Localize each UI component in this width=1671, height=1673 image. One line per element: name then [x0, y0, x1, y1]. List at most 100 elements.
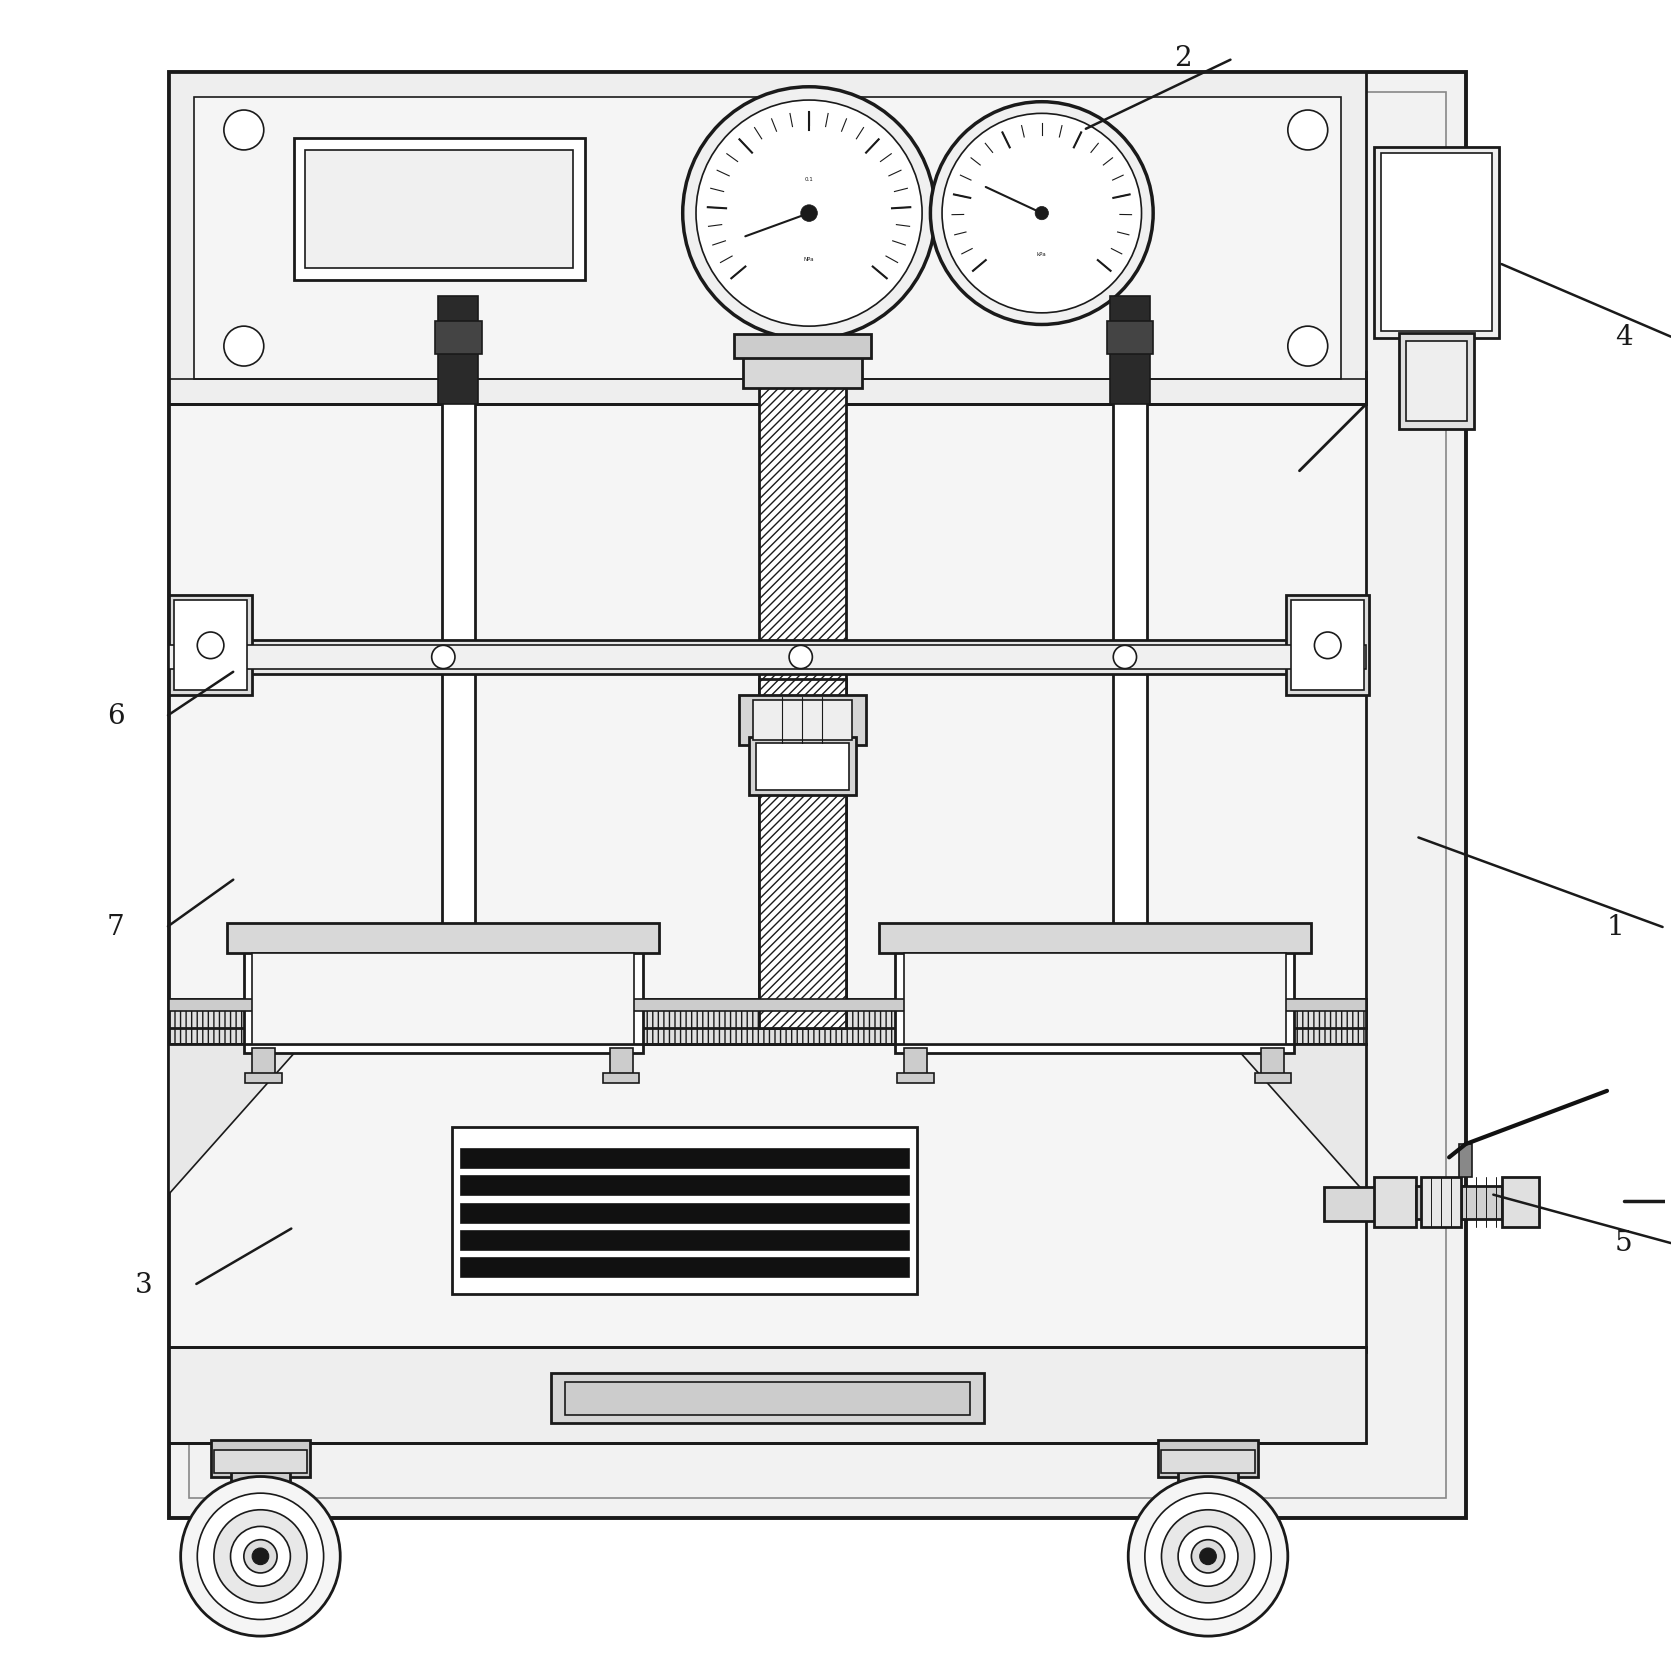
Bar [1178, 1472, 1238, 1512]
Circle shape [1034, 206, 1048, 219]
Bar [551, 1374, 984, 1424]
Text: 0.1: 0.1 [805, 177, 814, 182]
Bar [755, 743, 849, 790]
Bar [1459, 1144, 1472, 1178]
Bar [1460, 1186, 1502, 1220]
Text: 6: 6 [107, 703, 125, 731]
Bar [1093, 932, 1166, 955]
Bar [734, 335, 871, 358]
Circle shape [244, 1539, 277, 1573]
Bar [904, 954, 1287, 1044]
Circle shape [231, 1526, 291, 1586]
Bar [1420, 1178, 1460, 1228]
Bar [169, 641, 1365, 674]
Bar [169, 72, 1465, 1517]
Bar [739, 696, 866, 744]
Bar [565, 1382, 971, 1415]
Circle shape [1145, 1492, 1272, 1619]
Circle shape [931, 102, 1153, 325]
Circle shape [1113, 646, 1136, 669]
Bar [1106, 321, 1153, 355]
Bar [1399, 333, 1474, 430]
Bar [603, 1072, 640, 1082]
Bar [211, 1440, 311, 1477]
Circle shape [697, 100, 922, 326]
Bar [1158, 1440, 1258, 1477]
Bar [451, 1128, 917, 1293]
Bar [1374, 1178, 1415, 1228]
Bar [169, 596, 252, 696]
Bar [1262, 1047, 1285, 1077]
Bar [441, 397, 475, 945]
Circle shape [1288, 326, 1328, 366]
Bar [244, 945, 643, 1052]
Bar [189, 92, 1445, 1497]
Bar [428, 949, 488, 977]
Polygon shape [169, 1044, 302, 1195]
Circle shape [1200, 1548, 1216, 1564]
Bar [399, 974, 516, 1007]
Bar [246, 1072, 282, 1082]
Circle shape [942, 114, 1141, 313]
Bar [1292, 601, 1364, 691]
Bar [1100, 949, 1160, 977]
Bar [897, 1072, 934, 1082]
Bar [1113, 397, 1146, 945]
Bar [749, 736, 856, 795]
Bar [896, 945, 1295, 1052]
Text: kPa: kPa [1038, 253, 1046, 258]
Bar [1380, 154, 1492, 331]
Circle shape [789, 646, 812, 669]
Circle shape [1161, 1509, 1255, 1603]
Bar [879, 923, 1312, 954]
Circle shape [1191, 1539, 1225, 1573]
Bar [460, 1203, 909, 1223]
Bar [169, 405, 1365, 1027]
Text: 7: 7 [107, 915, 125, 942]
Bar [169, 999, 1365, 1044]
Bar [742, 351, 862, 388]
Circle shape [1315, 632, 1342, 659]
Circle shape [683, 87, 936, 340]
Circle shape [800, 204, 817, 221]
Circle shape [214, 1509, 307, 1603]
Bar [1110, 296, 1150, 405]
Bar [252, 954, 635, 1044]
Bar [227, 923, 660, 954]
Bar [231, 1472, 291, 1512]
Bar [759, 679, 846, 1027]
Bar [1255, 1072, 1292, 1082]
Bar [460, 1148, 909, 1168]
Circle shape [180, 1477, 341, 1636]
Bar [174, 601, 247, 691]
Bar [294, 139, 585, 279]
Bar [214, 1450, 307, 1474]
Circle shape [224, 326, 264, 366]
Bar [169, 999, 1365, 1010]
Text: 5: 5 [1614, 1230, 1633, 1258]
Text: 2: 2 [1175, 45, 1191, 72]
Text: NPa: NPa [804, 258, 814, 263]
Circle shape [1288, 110, 1328, 151]
Polygon shape [1233, 1044, 1365, 1195]
Bar [169, 646, 1365, 669]
Text: 3: 3 [135, 1271, 152, 1298]
Bar [169, 1044, 1365, 1352]
Bar [1161, 1450, 1255, 1474]
Bar [252, 1047, 276, 1077]
Circle shape [1128, 1477, 1288, 1636]
Bar [904, 1047, 927, 1077]
Text: 4: 4 [1614, 325, 1633, 351]
Bar [306, 151, 573, 268]
Bar [169, 1347, 1365, 1444]
Bar [169, 72, 1365, 405]
Bar [1374, 147, 1499, 338]
Circle shape [197, 632, 224, 659]
Bar [752, 701, 852, 739]
Bar [610, 1047, 633, 1077]
Circle shape [431, 646, 455, 669]
Bar [1405, 341, 1467, 422]
Circle shape [224, 110, 264, 151]
Circle shape [197, 1492, 324, 1619]
Bar [759, 371, 846, 1027]
